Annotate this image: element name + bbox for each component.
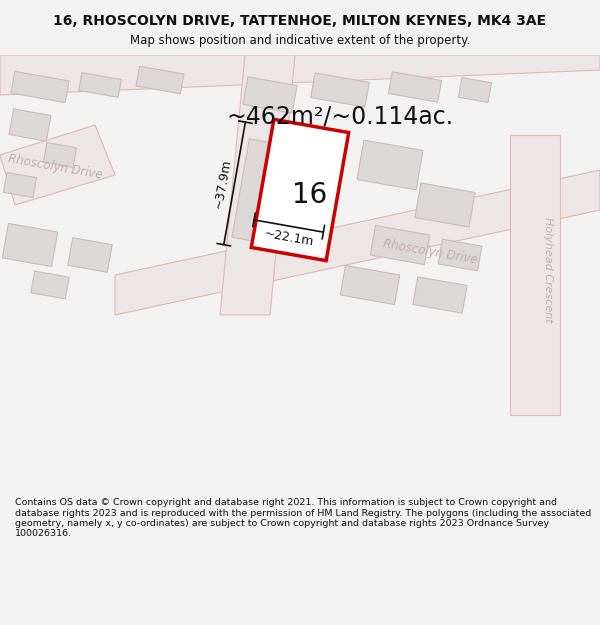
Polygon shape bbox=[340, 266, 400, 304]
Polygon shape bbox=[220, 55, 295, 315]
Polygon shape bbox=[79, 72, 121, 98]
Polygon shape bbox=[2, 223, 58, 267]
Polygon shape bbox=[415, 183, 475, 227]
Polygon shape bbox=[388, 72, 442, 102]
Polygon shape bbox=[31, 271, 69, 299]
Text: ~22.1m: ~22.1m bbox=[263, 228, 314, 249]
Polygon shape bbox=[413, 277, 467, 313]
Polygon shape bbox=[311, 73, 369, 107]
Text: Rhoscolyn Drive: Rhoscolyn Drive bbox=[382, 238, 478, 267]
Polygon shape bbox=[136, 66, 184, 94]
Text: 16: 16 bbox=[292, 181, 328, 209]
Polygon shape bbox=[370, 226, 430, 264]
Text: Contains OS data © Crown copyright and database right 2021. This information is : Contains OS data © Crown copyright and d… bbox=[15, 498, 591, 538]
Polygon shape bbox=[232, 139, 328, 251]
Polygon shape bbox=[510, 135, 560, 415]
Polygon shape bbox=[251, 119, 349, 261]
Text: Map shows position and indicative extent of the property.: Map shows position and indicative extent… bbox=[130, 34, 470, 47]
Polygon shape bbox=[0, 55, 600, 95]
Polygon shape bbox=[9, 109, 51, 141]
Text: ~37.9m: ~37.9m bbox=[212, 158, 233, 209]
Text: Holyhead Crescent: Holyhead Crescent bbox=[543, 217, 553, 322]
Polygon shape bbox=[4, 173, 37, 198]
Text: 16, RHOSCOLYN DRIVE, TATTENHOE, MILTON KEYNES, MK4 3AE: 16, RHOSCOLYN DRIVE, TATTENHOE, MILTON K… bbox=[53, 14, 547, 28]
Polygon shape bbox=[43, 142, 77, 168]
Polygon shape bbox=[68, 238, 112, 272]
Polygon shape bbox=[458, 78, 491, 102]
Polygon shape bbox=[438, 239, 482, 271]
Polygon shape bbox=[0, 125, 115, 205]
Polygon shape bbox=[357, 140, 423, 190]
Text: Rhoscolyn Drive: Rhoscolyn Drive bbox=[7, 152, 103, 182]
Polygon shape bbox=[115, 170, 600, 315]
Polygon shape bbox=[11, 71, 69, 102]
Polygon shape bbox=[243, 77, 297, 113]
Text: ~462m²/~0.114ac.: ~462m²/~0.114ac. bbox=[226, 105, 454, 129]
